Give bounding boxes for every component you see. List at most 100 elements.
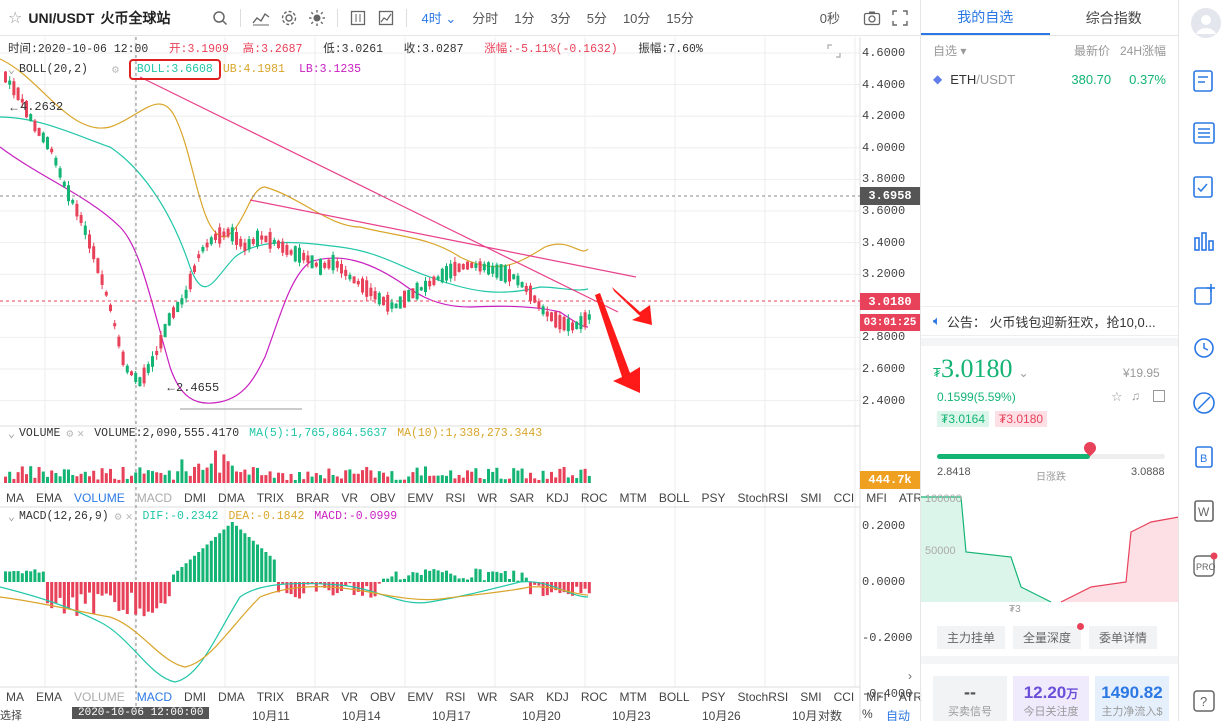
indicator-tab-dma[interactable]: DMA [218, 491, 245, 505]
indicator-tab-obv[interactable]: OBV [370, 491, 396, 505]
indicator-tab-roc[interactable]: ROC [580, 690, 608, 704]
period-15m[interactable]: 15分 [666, 11, 694, 26]
indicator-tab-boll[interactable]: BOLL [658, 491, 690, 505]
indicator-tab-boll[interactable]: BOLL [658, 690, 690, 704]
indicator-tab-trix[interactable]: TRIX [256, 491, 285, 505]
depth-chart-icon[interactable] [372, 4, 400, 32]
indicator-tab-emv[interactable]: EMV [407, 690, 434, 704]
expand-panel-icon[interactable] [826, 43, 842, 59]
period-1m[interactable]: 1分 [514, 11, 535, 26]
indicator-tab-volume[interactable]: VOLUME [74, 690, 125, 704]
indicator-tab-kdj[interactable]: KDJ [546, 690, 569, 704]
fullscreen-icon[interactable] [886, 4, 914, 32]
col-latest-price[interactable]: 最新价 [1073, 43, 1110, 58]
indicator-tab-dmi[interactable]: DMI [184, 690, 207, 704]
percent-scale-toggle[interactable]: % [862, 707, 873, 721]
indicator-tab-ma[interactable]: MA [6, 491, 24, 505]
close-indicator-icon[interactable]: ✕ [125, 511, 133, 524]
period-timeline[interactable]: 分时 [472, 11, 499, 26]
share-icon[interactable] [1153, 390, 1165, 402]
ledger-icon[interactable]: B [1191, 444, 1219, 472]
compass-icon[interactable] [1191, 390, 1219, 418]
indicator-tab-volume[interactable]: VOLUME [74, 491, 125, 505]
indicator-tab-cci[interactable]: CCI [833, 690, 855, 704]
news-icon[interactable] [1191, 120, 1219, 148]
alarm-icon[interactable] [1191, 334, 1219, 362]
symbol-area[interactable]: ☆ UNI/USDT 火币全球站 [0, 8, 170, 28]
indicator-tab-wr[interactable]: WR [477, 690, 498, 704]
indicator-tab-ema[interactable]: EMA [36, 690, 63, 704]
chart-bar-icon[interactable] [1191, 228, 1219, 256]
indicator-settings-icon[interactable]: ⚙ [111, 64, 119, 77]
indicator-tab-emv[interactable]: EMV [407, 491, 434, 505]
close-indicator-icon[interactable]: ✕ [77, 428, 85, 441]
indicator-tab-dma[interactable]: DMA [218, 690, 245, 704]
depth-tab-main-orders[interactable]: 主力挂单 [937, 626, 1006, 649]
camera-icon[interactable] [858, 4, 886, 32]
indicator-tab-mfi[interactable]: MFI [866, 491, 887, 505]
indicator-tab-stochrsi[interactable]: StochRSI [737, 690, 789, 704]
indicator-tab-macd[interactable]: MACD [136, 491, 173, 505]
theme-sun-icon[interactable] [303, 4, 331, 32]
stat-attention[interactable]: 12.20万 今日关注度 [1013, 676, 1089, 721]
bell-icon[interactable]: ♫ [1131, 389, 1140, 403]
depth-tab-full-depth[interactable]: 全量深度 [1013, 623, 1085, 649]
indicator-tab-mtm[interactable]: MTM [619, 491, 647, 505]
indicator-tab-smi[interactable]: SMI [800, 491, 822, 505]
indicator-tab-smi[interactable]: SMI [800, 690, 822, 704]
add-window-icon[interactable] [1191, 282, 1219, 310]
favorite-star-icon[interactable]: ☆ [8, 9, 23, 27]
pro-icon[interactable]: PRO [1191, 552, 1219, 580]
favorite-star-icon[interactable]: ☆ [1111, 389, 1123, 404]
collapse-chevron-icon[interactable]: ⌄ [8, 428, 15, 441]
indicator-tab-brar[interactable]: BRAR [296, 690, 330, 704]
watchlist-row[interactable]: ◆ ETH /USDT 380.70 0.37% [921, 64, 1178, 94]
indicator-tab-obv[interactable]: OBV [370, 690, 396, 704]
log-scale-toggle[interactable]: 对数 [818, 709, 843, 721]
indicator-tab-cci[interactable]: CCI [833, 491, 855, 505]
w-icon[interactable]: W [1191, 498, 1219, 526]
indicator-tab-trix[interactable]: TRIX [256, 690, 285, 704]
period-3m[interactable]: 3分 [550, 11, 571, 26]
indicator-tab-stochrsi[interactable]: StochRSI [737, 491, 789, 505]
indicator-tab-vr[interactable]: VR [341, 690, 359, 704]
indicator-tab-ma[interactable]: MA [6, 690, 24, 704]
indicator-tab-mfi[interactable]: MFI [866, 690, 887, 704]
indicator-tab-psy[interactable]: PSY [701, 491, 726, 505]
tab-composite-index[interactable]: 综合指数 [1085, 9, 1142, 26]
indicator-tab-sar[interactable]: SAR [509, 491, 535, 505]
chart-area[interactable]: ← ← 时间:2020-10-06 12:00 开:3.1909 高:3.268… [0, 37, 922, 721]
watchlist-icon[interactable] [1191, 68, 1219, 96]
period-10m[interactable]: 10分 [622, 11, 651, 26]
settings-gear-icon[interactable] [275, 4, 303, 32]
indicator-tab-roc[interactable]: ROC [580, 491, 608, 505]
chevron-right-icon[interactable]: › [908, 669, 912, 683]
indicator-tab-atr[interactable]: ATR [898, 690, 923, 704]
chart-canvas[interactable]: ← ← [0, 37, 920, 721]
stat-signal[interactable]: -- 买卖信号 [933, 676, 1007, 721]
indicator-tab-kdj[interactable]: KDJ [546, 491, 569, 505]
depth-chart[interactable]: 100000 50000 [921, 492, 1179, 614]
indicator-tab-dmi[interactable]: DMI [184, 491, 207, 505]
col-24h-change[interactable]: 24H涨幅 [1119, 43, 1166, 58]
watchlist-filter[interactable]: 自选 ▾ [933, 43, 967, 58]
help-icon[interactable]: ? [1191, 688, 1219, 716]
chevron-down-icon[interactable]: ⌄ [1018, 366, 1029, 380]
indicator-tab-psy[interactable]: PSY [701, 690, 726, 704]
indicator-tab-wr[interactable]: WR [477, 491, 498, 505]
indicator-settings-icon[interactable]: ⚙ [66, 428, 74, 441]
notes-icon[interactable] [1191, 174, 1219, 202]
indicator-chart-icon[interactable] [247, 4, 275, 32]
period-selector[interactable]: 4时 ⌄ [421, 11, 457, 26]
auto-scale-toggle[interactable]: 自动 [886, 709, 911, 721]
indicator-tab-ema[interactable]: EMA [36, 491, 63, 505]
search-icon[interactable] [206, 4, 234, 32]
tab-my-watchlist[interactable]: 我的自选 [921, 0, 1050, 35]
stat-inflow[interactable]: 1490.82 主力净流入$ [1095, 676, 1169, 721]
indicator-tab-rsi[interactable]: RSI [445, 690, 466, 704]
indicator-tab-mtm[interactable]: MTM [619, 690, 647, 704]
period-5m[interactable]: 5分 [586, 11, 607, 26]
indicator-tab-sar[interactable]: SAR [509, 690, 535, 704]
announcement-bar[interactable]: 🔈︎ 公告： 火币钱包迎新狂欢，抢10,0... [921, 306, 1179, 336]
depth-tab-order-detail[interactable]: 委单详情 [1089, 626, 1158, 649]
